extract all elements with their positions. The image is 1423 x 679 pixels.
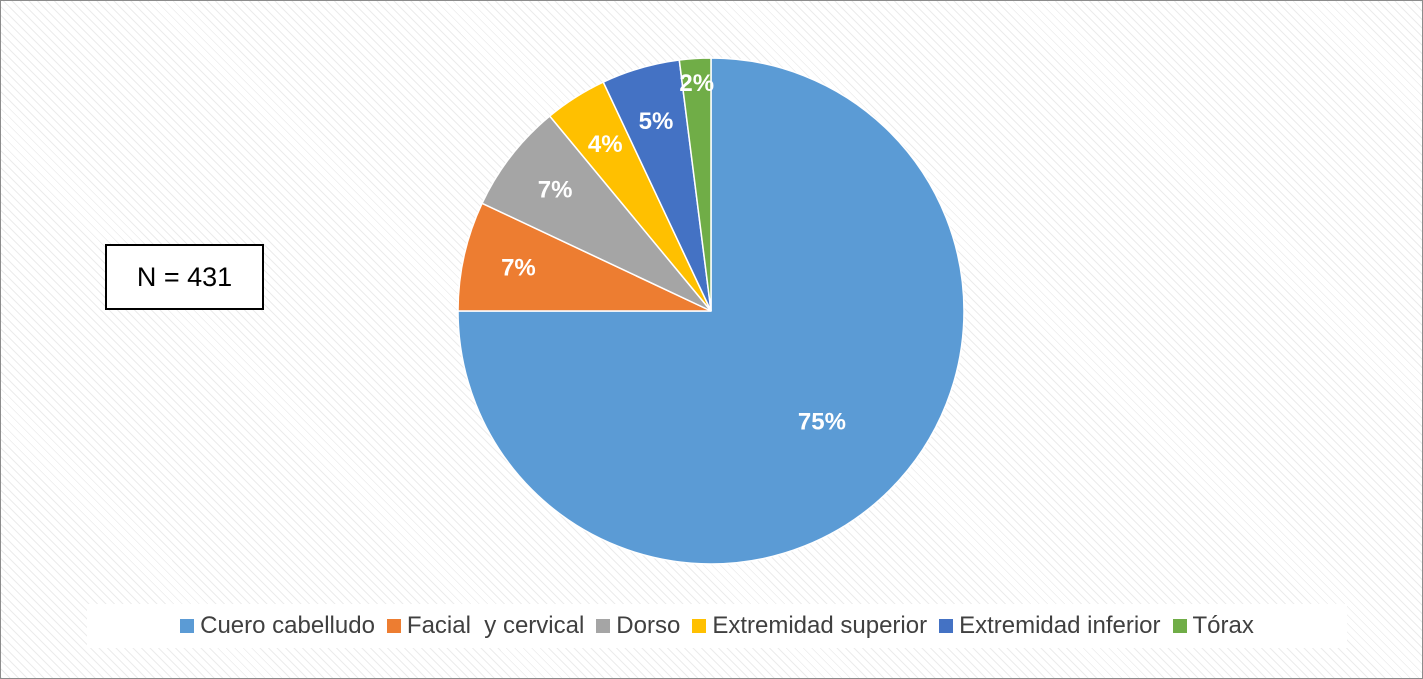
legend-swatch [596, 619, 611, 633]
legend-swatch [1172, 619, 1187, 633]
legend-item-5: Tórax [1172, 612, 1254, 640]
sample-size-label: N = 431 [136, 261, 233, 292]
sample-size-box: N = 431 [105, 244, 264, 310]
pie-slice-5 [678, 57, 712, 312]
legend-label: Facial y cervical [406, 612, 585, 639]
legend-label: Cuero cabelludo [200, 612, 375, 639]
legend-label: Dorso [616, 612, 681, 639]
legend-item-0: Cuero cabelludo [180, 612, 375, 640]
slice-data-label-1: 7% [501, 254, 536, 281]
legend-item-4: Extremidad inferior [939, 612, 1161, 640]
legend-swatch [692, 619, 707, 633]
legend-label: Extremidad inferior [959, 612, 1161, 639]
pie-slice-1 [457, 202, 712, 312]
legend-label: Tórax [1192, 612, 1254, 639]
legend-item-2: Dorso [596, 612, 680, 640]
slice-data-label-4: 5% [639, 108, 674, 135]
pie-slice-2 [481, 115, 712, 312]
slice-data-label-5: 2% [679, 70, 714, 97]
slice-data-label-2: 7% [538, 177, 573, 204]
legend-swatch [180, 619, 195, 633]
legend-swatch [386, 619, 401, 633]
legend: Cuero cabelludo Facial y cervical Dorso Ext… [87, 604, 1347, 648]
legend-item-1: Facial y cervical [386, 612, 585, 640]
slice-data-label-0: 75% [798, 408, 846, 435]
legend-label: Extremidad superior [712, 612, 928, 639]
legend-swatch [939, 619, 954, 633]
legend-item-3: Extremidad superior [692, 612, 927, 640]
slice-data-label-3: 4% [588, 131, 623, 158]
